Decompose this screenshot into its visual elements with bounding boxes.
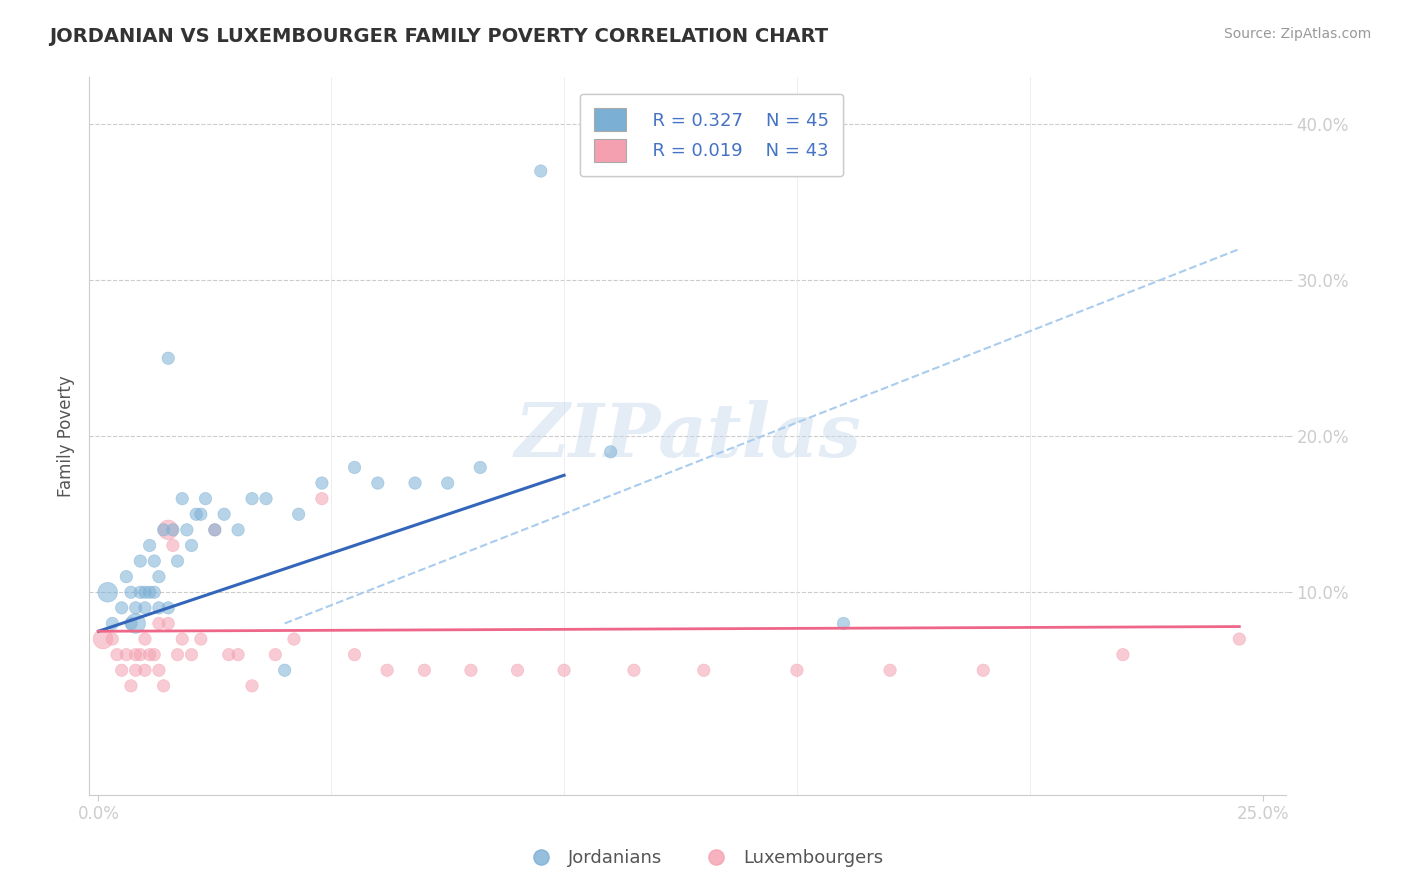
Point [166, 554, 188, 568]
Point [693, 663, 716, 677]
Point [120, 679, 142, 693]
Point [1227, 632, 1250, 646]
Point [311, 491, 333, 506]
Point [157, 600, 180, 615]
Point [972, 663, 994, 677]
Point [832, 616, 855, 631]
Point [148, 600, 170, 615]
Point [506, 663, 529, 677]
Point [115, 569, 138, 583]
Point [138, 585, 160, 599]
Point [190, 632, 212, 646]
Point [283, 632, 305, 646]
Point [101, 632, 124, 646]
Point [148, 663, 170, 677]
Point [120, 585, 142, 599]
Point [599, 445, 621, 459]
Point [157, 523, 180, 537]
Point [240, 679, 263, 693]
Point [180, 648, 202, 662]
Point [470, 460, 492, 475]
Point [124, 648, 146, 662]
Point [134, 585, 156, 599]
Point [124, 616, 146, 631]
Point [287, 508, 309, 522]
Point [129, 648, 152, 662]
Point [375, 663, 398, 677]
Point [1112, 648, 1135, 662]
Point [134, 663, 156, 677]
Point [152, 679, 174, 693]
Point [129, 585, 152, 599]
Point [186, 508, 208, 522]
Point [129, 554, 152, 568]
Point [404, 476, 426, 491]
Point [148, 569, 170, 583]
Point [172, 491, 194, 506]
Point [162, 538, 184, 552]
Point [212, 508, 235, 522]
Text: ZIPatlas: ZIPatlas [515, 400, 860, 473]
Point [115, 648, 138, 662]
Point [240, 491, 263, 506]
Point [172, 632, 194, 646]
Point [204, 523, 226, 537]
Point [124, 600, 146, 615]
Point [786, 663, 808, 677]
Point [134, 632, 156, 646]
Point [143, 585, 166, 599]
Point [190, 508, 212, 522]
Point [180, 538, 202, 552]
Point [367, 476, 389, 491]
Point [436, 476, 458, 491]
Point [176, 523, 198, 537]
Y-axis label: Family Poverty: Family Poverty [58, 376, 75, 497]
Point [111, 600, 134, 615]
Point [124, 663, 146, 677]
Point [97, 585, 120, 599]
Text: JORDANIAN VS LUXEMBOURGER FAMILY POVERTY CORRELATION CHART: JORDANIAN VS LUXEMBOURGER FAMILY POVERTY… [49, 27, 828, 45]
Point [166, 648, 188, 662]
Point [162, 523, 184, 537]
Point [152, 523, 174, 537]
Point [148, 616, 170, 631]
Point [218, 648, 240, 662]
Point [311, 476, 333, 491]
Legend: Jordanians, Luxembourgers: Jordanians, Luxembourgers [516, 842, 890, 874]
Point [226, 648, 249, 662]
Point [553, 663, 575, 677]
Point [226, 523, 249, 537]
Legend:   R = 0.327    N = 45,   R = 0.019    N = 43: R = 0.327 N = 45, R = 0.019 N = 43 [579, 94, 844, 176]
Point [91, 632, 114, 646]
Point [623, 663, 645, 677]
Point [138, 538, 160, 552]
Point [273, 663, 295, 677]
Point [105, 648, 128, 662]
Point [413, 663, 436, 677]
Point [134, 600, 156, 615]
Point [194, 491, 217, 506]
Point [460, 663, 482, 677]
Point [264, 648, 287, 662]
Point [530, 164, 553, 178]
Point [157, 616, 180, 631]
Point [343, 460, 366, 475]
Point [157, 351, 180, 366]
Point [143, 648, 166, 662]
Text: Source: ZipAtlas.com: Source: ZipAtlas.com [1223, 27, 1371, 41]
Point [138, 648, 160, 662]
Point [101, 616, 124, 631]
Point [254, 491, 277, 506]
Point [143, 554, 166, 568]
Point [343, 648, 366, 662]
Point [120, 616, 142, 631]
Point [879, 663, 901, 677]
Point [111, 663, 134, 677]
Point [204, 523, 226, 537]
